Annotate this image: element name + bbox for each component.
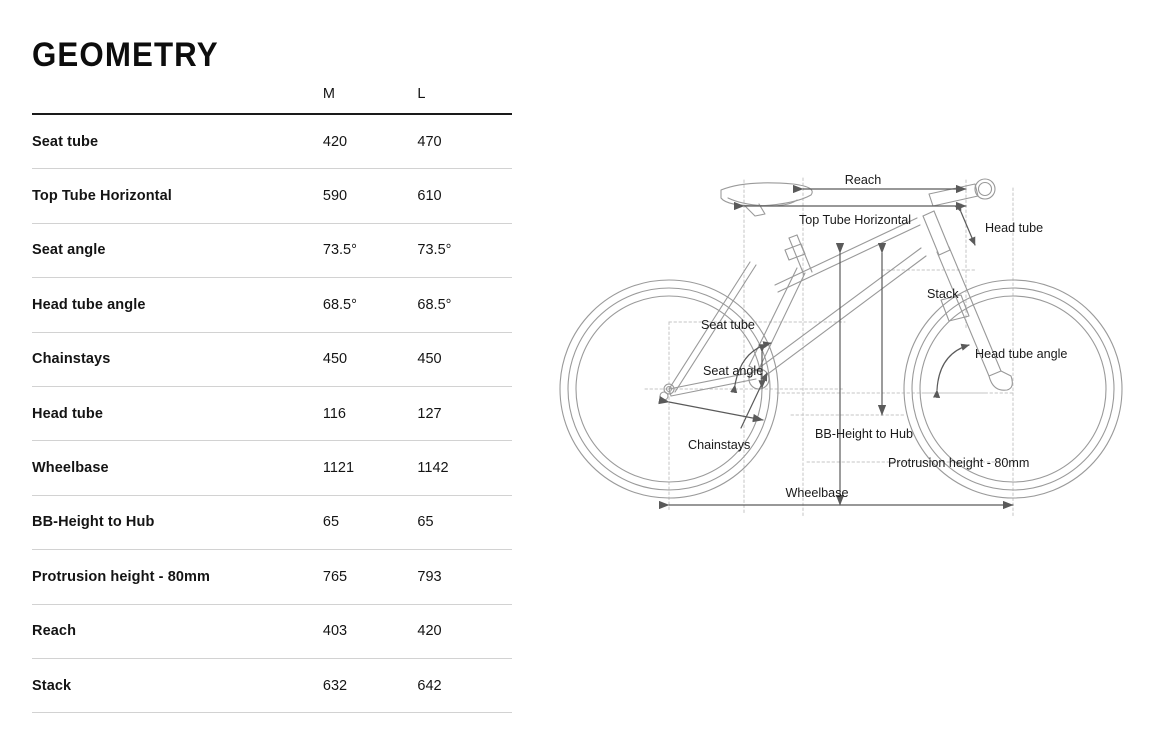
table-row: Chainstays 450 450: [32, 332, 512, 387]
row-value-m: 68.5°: [322, 277, 418, 333]
row-value-l: 610: [417, 168, 512, 224]
row-label: BB-Height to Hub: [32, 495, 323, 551]
label-head-tube: Head tube: [985, 221, 1043, 235]
label-stack: Stack: [927, 287, 959, 301]
table-header-row: M L: [32, 86, 512, 115]
row-label: Head tube: [32, 386, 323, 442]
label-seat-tube: Seat tube: [701, 318, 755, 332]
row-value-l: 68.5°: [417, 277, 512, 333]
row-value-m: 1121: [322, 440, 418, 496]
label-wheelbase: Wheelbase: [785, 486, 848, 500]
row-value-l: 1142: [417, 440, 512, 496]
row-value-l: 470: [417, 114, 512, 170]
table-row: Head tube angle 68.5° 68.5°: [32, 277, 512, 333]
dimension-labels: Reach Top Tube Horizontal Head tube Stac…: [688, 173, 1067, 500]
page-title: GEOMETRY: [32, 36, 219, 74]
label-reach: Reach: [845, 173, 881, 187]
row-label: Reach: [32, 604, 323, 659]
row-label: Stack: [32, 658, 323, 714]
geometry-table: M L Seat tube 420 470 Top Tube Horizonta…: [32, 86, 512, 714]
head-tube-angle-arc-arrow: [932, 343, 970, 398]
table-row: Wheelbase 1121 1142: [32, 440, 512, 496]
row-label: Seat angle: [32, 223, 323, 279]
label-head-tube-angle: Head tube angle: [975, 347, 1067, 361]
table-row: Protrusion height - 80mm 765 793: [32, 549, 512, 605]
row-value-m: 590: [322, 168, 418, 224]
row-value-l: 793: [417, 549, 512, 605]
row-value-l: 642: [417, 658, 512, 714]
row-value-m: 632: [322, 658, 418, 714]
row-label: Wheelbase: [32, 440, 323, 496]
table-row: Top Tube Horizontal 590 610: [32, 168, 512, 224]
table-row: Reach 403 420: [32, 604, 512, 659]
table-body: Seat tube 420 470 Top Tube Horizontal 59…: [32, 114, 512, 714]
row-label: Head tube angle: [32, 277, 323, 333]
row-value-m: 403: [322, 604, 418, 659]
saddle: [720, 182, 813, 217]
row-value-m: 65: [322, 495, 418, 551]
chainstays-dimension-arrow: [658, 395, 764, 423]
row-label: Chainstays: [32, 332, 323, 387]
row-label: Top Tube Horizontal: [32, 168, 323, 224]
row-value-l: 65: [417, 495, 512, 551]
row-value-l: 420: [417, 604, 512, 659]
row-value-m: 116: [322, 386, 418, 442]
seat-angle-arc-arrow: [730, 341, 772, 394]
head-tube-dimension-arrow: [954, 203, 976, 246]
label-chainstays: Chainstays: [688, 438, 750, 452]
label-bb-height-to-hub: BB-Height to Hub: [815, 427, 913, 441]
row-value-m: 765: [322, 549, 418, 605]
front-wheel: [903, 279, 1123, 499]
column-header-l: L: [417, 86, 512, 115]
dimension-lines: [658, 184, 1014, 510]
row-value-m: 420: [322, 114, 418, 170]
table-row: Seat tube 420 470: [32, 114, 512, 170]
column-header-m: M: [322, 86, 418, 115]
row-label: Protrusion height - 80mm: [32, 549, 323, 605]
table-row: Head tube 116 127: [32, 386, 512, 442]
label-top-tube-horizontal: Top Tube Horizontal: [799, 213, 911, 227]
row-value-l: 127: [417, 386, 512, 442]
row-value-m: 73.5°: [322, 223, 418, 279]
row-value-l: 73.5°: [417, 223, 512, 279]
label-seat-angle: Seat angle: [703, 364, 763, 378]
row-label: Seat tube: [32, 114, 323, 170]
table-row: Seat angle 73.5° 73.5°: [32, 223, 512, 279]
table-row: Stack 632 642: [32, 658, 512, 714]
bicycle-geometry-diagram: Reach Top Tube Horizontal Head tube Stac…: [545, 140, 1165, 540]
row-value-m: 450: [322, 332, 418, 387]
table-row: BB-Height to Hub 65 65: [32, 495, 512, 551]
label-protrusion-height: Protrusion height - 80mm: [888, 456, 1029, 470]
column-header-spec: [32, 86, 323, 115]
row-value-l: 450: [417, 332, 512, 387]
